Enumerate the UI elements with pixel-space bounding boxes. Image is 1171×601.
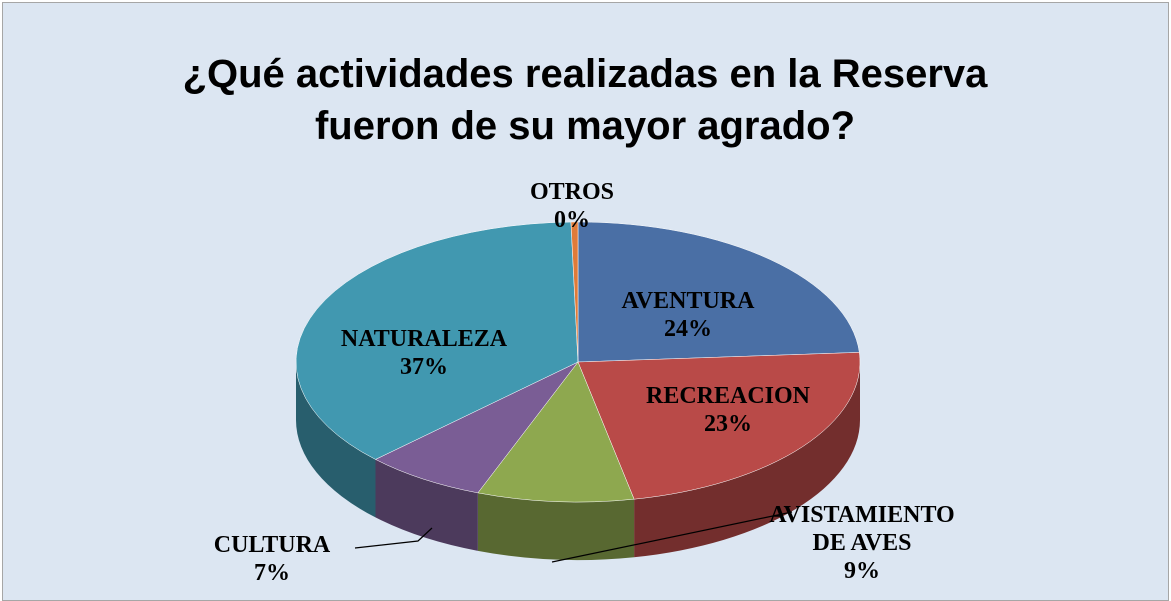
slice-side bbox=[375, 459, 478, 551]
value-label: 37% bbox=[400, 354, 448, 380]
value-label: 0% bbox=[554, 207, 590, 233]
slice bbox=[477, 361, 635, 503]
chart-title: ¿Qué actividades realizadas en la Reserv… bbox=[182, 52, 988, 148]
value-label: 9% bbox=[844, 558, 880, 584]
leader-line bbox=[354, 527, 433, 549]
slice bbox=[577, 221, 860, 363]
data-label: NATURALEZA 37% bbox=[341, 325, 507, 381]
slice bbox=[577, 352, 861, 500]
category-label: AVISTAMIENTO DE AVES bbox=[769, 502, 955, 556]
data-label: AVISTAMIENTO DE AVES 9% bbox=[762, 501, 962, 585]
category-label: NATURALEZA bbox=[340, 326, 508, 352]
category-label: CULTURA bbox=[213, 532, 331, 558]
data-label: OTROS 0% bbox=[530, 178, 614, 234]
slice bbox=[295, 221, 579, 460]
data-label: CULTURA 7% bbox=[214, 531, 330, 587]
category-label: OTROS bbox=[529, 179, 615, 205]
value-label: 23% bbox=[703, 411, 752, 437]
value-label: 7% bbox=[253, 560, 290, 586]
category-label: RECREACION bbox=[645, 383, 811, 409]
value-label: 24% bbox=[663, 316, 712, 342]
category-label: AVENTURA bbox=[621, 288, 755, 314]
leader-line bbox=[551, 511, 793, 563]
slice bbox=[374, 361, 579, 494]
slice-side bbox=[477, 492, 635, 561]
slice-side bbox=[634, 362, 860, 558]
data-label: RECREACION 23% bbox=[646, 382, 810, 438]
slice-side bbox=[296, 362, 376, 518]
data-label: AVENTURA 24% bbox=[622, 287, 755, 343]
slice bbox=[570, 221, 579, 363]
